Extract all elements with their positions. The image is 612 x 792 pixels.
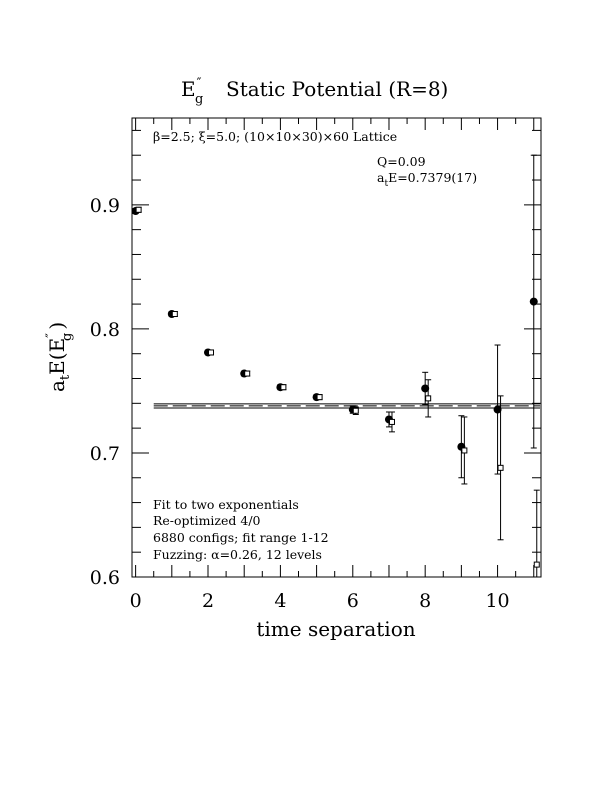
y-tick-label: 0.9 [90, 195, 120, 217]
y-tick-label: 0.7 [90, 443, 120, 465]
x-tick-label: 2 [202, 590, 214, 612]
data-point-square [497, 464, 504, 471]
q-value: Q=0.09 [377, 154, 426, 169]
data-point-circle [529, 297, 538, 306]
fit-line-1: Fit to two exponentials [153, 497, 299, 512]
data-point-square [533, 561, 540, 568]
y-tick-label: 0.8 [90, 319, 120, 341]
y-tick-label: 0.6 [90, 567, 120, 589]
title-sub: g [195, 92, 203, 107]
energy-value: atE=0.7379(17) [377, 170, 477, 189]
tick-marks [132, 118, 541, 578]
x-axis-title: time separation [256, 617, 415, 641]
data-markers [131, 154, 540, 577]
ylabel-sub: g [60, 333, 75, 341]
ylabel-t: t [58, 374, 73, 380]
title-rest: Static Potential (R=8) [226, 77, 448, 101]
energy-t: t [384, 179, 388, 189]
fit-line-3: 6880 configs; fit range 1-12 [153, 530, 329, 545]
ylabel-end: ) [45, 322, 69, 330]
x-tick-label: 8 [419, 590, 431, 612]
chart-title: E″ g Static Potential (R=8) [181, 76, 448, 107]
x-tick-label: 10 [485, 590, 509, 612]
plot-frame [131, 117, 542, 578]
ylabel-a: a [45, 380, 69, 392]
data-point-square [135, 206, 142, 213]
fit-band [153, 403, 540, 409]
energy-rest: E=0.7379(17) [388, 170, 477, 185]
ylabel-mid: E(E [45, 338, 69, 375]
x-tick-label: 6 [347, 590, 359, 612]
x-tick-labels: 0 2 4 6 8 10 [130, 590, 510, 612]
data-point-square [352, 407, 359, 414]
y-axis-title: atE(E″g) [44, 322, 75, 392]
data-point-square [171, 311, 178, 318]
title-prime: ″ [197, 76, 202, 91]
energy-a: a [377, 170, 385, 185]
fit-line-2: Re-optimized 4/0 [153, 513, 261, 528]
data-point-circle [421, 384, 430, 393]
data-point-square [316, 394, 323, 401]
title-e: E [181, 77, 196, 101]
data-point-square [461, 447, 468, 454]
data-point-square [388, 418, 395, 425]
data-point-square [425, 395, 432, 402]
fit-line-4: Fuzzing: α=0.26, 12 levels [153, 547, 322, 562]
lattice-info: β=2.5; ξ=5.0; (10×10×30)×60 Lattice [153, 129, 397, 144]
data-point-square [280, 384, 287, 391]
data-point-square [244, 370, 251, 377]
x-tick-label: 4 [274, 590, 286, 612]
ylabel-prime: ″ [44, 333, 59, 338]
data-point-square [208, 349, 215, 356]
y-tick-labels: 0.6 0.7 0.8 0.9 [90, 195, 120, 589]
x-tick-label: 0 [130, 590, 142, 612]
data-point-circle [493, 405, 502, 414]
